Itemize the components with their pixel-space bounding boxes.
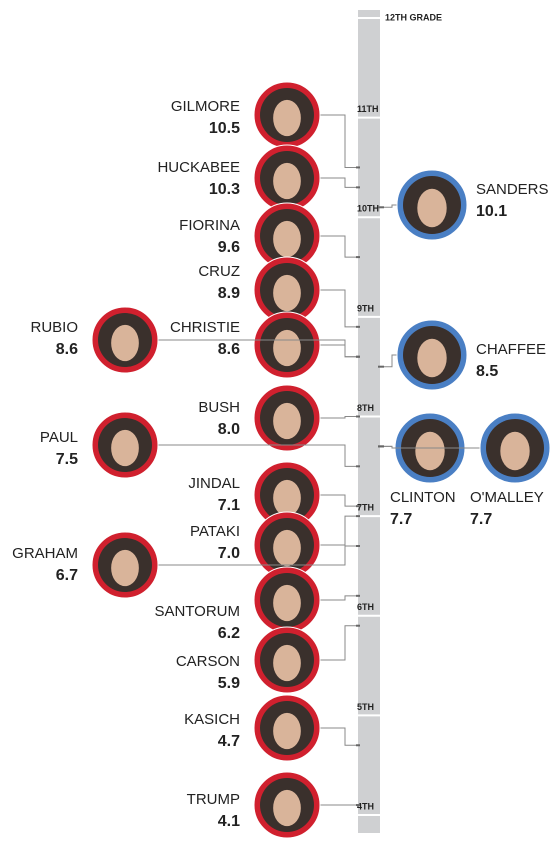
candidate-name: FIORINA	[179, 217, 240, 234]
connector	[320, 416, 358, 419]
connector	[158, 339, 358, 358]
value-label: 6.7	[56, 567, 78, 584]
candidate-name: CHRISTIE	[170, 319, 240, 336]
value-label: 7.0	[218, 545, 240, 562]
value-label: 8.6	[218, 341, 240, 358]
connector	[320, 727, 358, 746]
connector	[158, 545, 358, 566]
value-label: 9.6	[218, 239, 240, 256]
candidate-name: O'MALLEY	[470, 489, 544, 506]
candidate-name: CARSON	[176, 653, 240, 670]
value-label: 4.1	[218, 813, 240, 830]
value-label: 8.0	[218, 421, 240, 438]
connector	[320, 494, 358, 507]
y-tick-label: 5TH	[357, 702, 374, 712]
face	[273, 402, 301, 440]
value-label: 4.7	[218, 733, 240, 750]
y-tick-label: 4TH	[357, 801, 374, 811]
y-tick-label: 8TH	[357, 403, 374, 413]
connector	[320, 177, 358, 188]
value-label: 7.7	[470, 511, 492, 528]
face	[273, 99, 301, 137]
candidate-name: CHAFFEE	[476, 341, 546, 358]
face	[111, 549, 139, 587]
face	[111, 324, 139, 362]
y-tick-label: 12TH GRADE	[385, 12, 442, 22]
connector	[320, 625, 358, 661]
candidate-name: TRUMP	[187, 791, 240, 808]
candidate-name: KASICH	[184, 711, 240, 728]
face	[500, 431, 530, 471]
face	[273, 712, 301, 750]
candidate-name: RUBIO	[30, 319, 78, 336]
face	[273, 329, 301, 367]
connector	[320, 595, 358, 601]
value-label: 8.5	[476, 363, 498, 380]
value-label: 10.3	[209, 181, 240, 198]
face	[273, 162, 301, 200]
candidate-name: SANTORUM	[154, 603, 240, 620]
connector	[380, 204, 397, 208]
connector	[158, 444, 358, 467]
grade-axis	[358, 10, 380, 833]
connector	[320, 289, 358, 328]
connector	[320, 344, 358, 358]
value-label: 5.9	[218, 675, 240, 692]
value-label: 6.2	[218, 625, 240, 642]
face	[417, 338, 447, 378]
face	[273, 789, 301, 827]
face	[273, 584, 301, 622]
value-label: 8.6	[56, 341, 78, 358]
y-tick-label: 11TH	[357, 104, 379, 114]
face	[273, 274, 301, 312]
connector	[380, 445, 480, 449]
face	[273, 529, 301, 567]
connector	[320, 235, 358, 258]
y-tick-label: 7TH	[357, 503, 374, 513]
value-label: 7.7	[390, 511, 412, 528]
value-label: 7.1	[218, 497, 240, 514]
value-label: 10.1	[476, 203, 507, 220]
y-tick-label: 6TH	[357, 602, 374, 612]
value-label: 7.5	[56, 451, 78, 468]
candidate-name: CRUZ	[198, 263, 240, 280]
face	[273, 220, 301, 258]
face	[273, 644, 301, 682]
connector	[320, 114, 358, 168]
candidate-name: JINDAL	[188, 475, 240, 492]
value-label: 10.5	[209, 120, 240, 137]
candidate-name: CLINTON	[390, 489, 456, 506]
face	[273, 479, 301, 517]
candidate-name: GILMORE	[171, 98, 240, 115]
candidate-name: BUSH	[198, 399, 240, 416]
value-label: 8.9	[218, 285, 240, 302]
candidate-name: GRAHAM	[12, 545, 78, 562]
candidate-name: SANDERS	[476, 181, 549, 198]
y-tick-label: 9TH	[357, 303, 374, 313]
candidate-name: PAUL	[40, 429, 78, 446]
connector	[320, 515, 358, 546]
candidate-name: PATAKI	[190, 523, 240, 540]
face	[417, 188, 447, 228]
connector	[380, 354, 397, 368]
face	[111, 429, 139, 467]
face	[415, 431, 445, 471]
candidate-name: HUCKABEE	[157, 159, 240, 176]
y-tick-label: 10TH	[357, 204, 379, 214]
